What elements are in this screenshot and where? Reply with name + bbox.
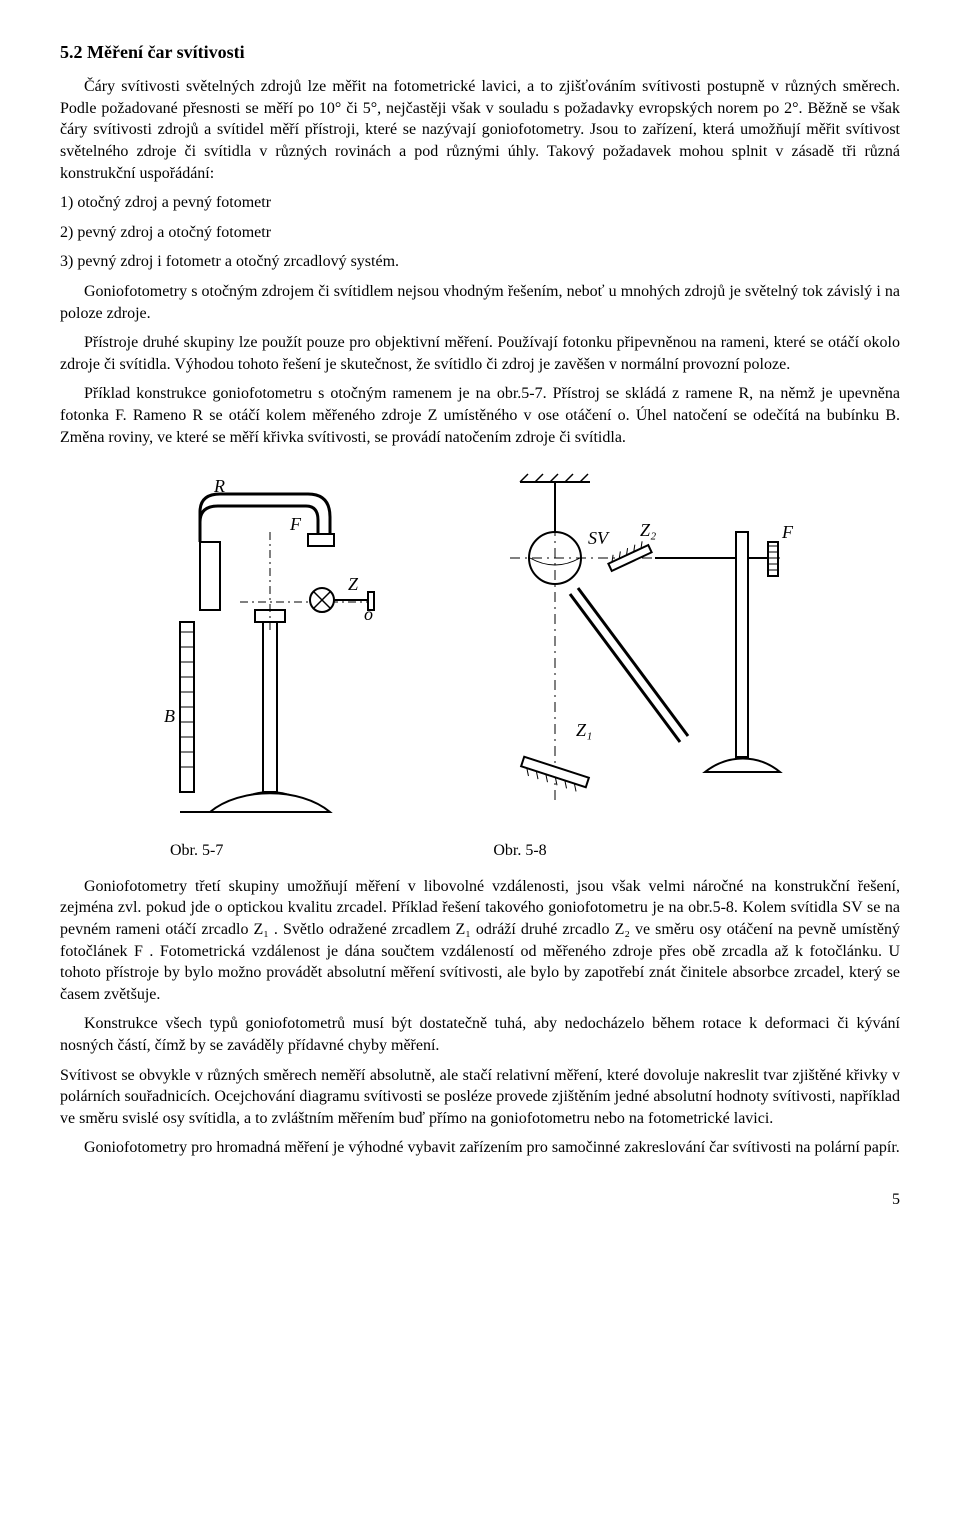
paragraph-3: Přístroje druhé skupiny lze použít pouze… — [60, 332, 900, 375]
paragraph-8: Goniofotometry pro hromadná měření je vý… — [60, 1137, 900, 1159]
paragraph-2: Goniofotometry s otočným zdrojem či svít… — [60, 281, 900, 324]
list-item-3: 3) pevný zdroj i fotometr a otočný zrcad… — [60, 251, 900, 273]
caption-5-8: Obr. 5-8 — [493, 840, 546, 862]
figure-5-8-svg: SV Z₂ Z₁ F — [480, 472, 820, 832]
label-R: R — [213, 476, 225, 496]
paragraph-5: Goniofotometry třetí skupiny umožňují mě… — [60, 876, 900, 1006]
paragraph-7: Svítivost se obvykle v různých směrech n… — [60, 1065, 900, 1130]
list-item-1: 1) otočný zdroj a pevný fotometr — [60, 192, 900, 214]
list-item-2: 2) pevný zdroj a otočný fotometr — [60, 222, 900, 244]
label-F: F — [289, 514, 302, 534]
label-Z2: Z₂ — [640, 520, 656, 540]
label-B: B — [164, 706, 175, 726]
label-Z: Z — [348, 574, 359, 594]
page-number: 5 — [60, 1189, 900, 1211]
paragraph-intro: Čáry svítivosti světelných zdrojů lze mě… — [60, 76, 900, 184]
label-o: o — [364, 604, 373, 624]
label-F2: F — [781, 522, 794, 542]
figure-5-8: SV Z₂ Z₁ F — [480, 472, 820, 832]
paragraph-4: Příklad konstrukce goniofotometru s otoč… — [60, 383, 900, 448]
caption-5-7: Obr. 5-7 — [170, 840, 223, 862]
paragraph-6: Konstrukce všech typů goniofotometrů mus… — [60, 1013, 900, 1056]
figure-5-7: R F B Z o — [140, 472, 420, 832]
figures-row: R F B Z o — [60, 472, 900, 832]
label-SV: SV — [588, 528, 610, 548]
section-heading: 5.2 Měření čar svítivosti — [60, 40, 900, 64]
label-Z1: Z₁ — [576, 720, 592, 740]
figure-5-7-svg: R F B Z o — [140, 472, 420, 832]
